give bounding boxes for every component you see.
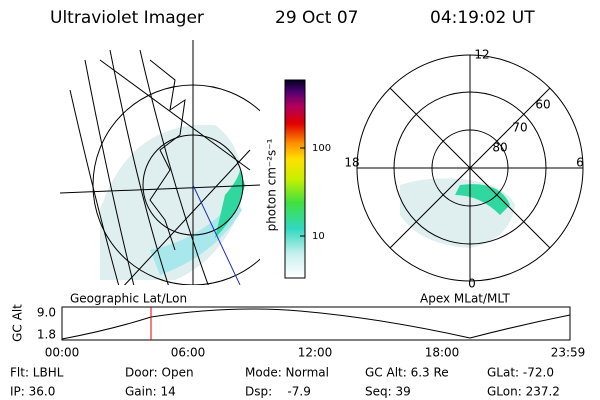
y-tick-label: 9.0 bbox=[37, 306, 56, 320]
altitude-frame bbox=[61, 306, 571, 341]
aurora-image bbox=[400, 178, 515, 248]
mlat-label: 70 bbox=[512, 121, 527, 135]
geographic-map bbox=[60, 40, 260, 285]
noon-line bbox=[192, 184, 241, 285]
colorbar-tick-label: 10 bbox=[312, 231, 325, 242]
colorbar-label: photon cm⁻²s⁻¹ bbox=[265, 138, 279, 231]
grid-line bbox=[60, 40, 260, 285]
instrument: Ultraviolet Imager bbox=[50, 8, 204, 28]
x-tick-label: 18:00 bbox=[425, 346, 460, 360]
x-tick-label: 23:59 bbox=[551, 346, 586, 360]
mlat-label: 60 bbox=[535, 98, 550, 112]
status-field: GLat: -72.0 bbox=[487, 366, 554, 380]
colorbar bbox=[284, 79, 306, 279]
x-tick-label: 00:00 bbox=[45, 346, 80, 360]
time: 04:19:02 UT bbox=[430, 8, 535, 28]
colorbar-tick-label: 100 bbox=[312, 143, 331, 154]
status-field: Seq: 39 bbox=[365, 385, 411, 399]
status-field: GC Alt: 6.3 Re bbox=[365, 366, 449, 380]
map-label: Geographic Lat/Lon bbox=[70, 292, 187, 306]
altitude-label: GC Alt bbox=[11, 304, 25, 342]
date: 29 Oct 07 bbox=[275, 8, 358, 28]
x-tick-label: 12:00 bbox=[298, 346, 333, 360]
status-field: Gain: 14 bbox=[125, 385, 176, 399]
mlt-label: 12 bbox=[474, 48, 489, 62]
altitude-curve bbox=[61, 308, 571, 340]
status-field: GLon: 237.2 bbox=[487, 385, 560, 399]
mlat-label: 80 bbox=[492, 141, 507, 155]
grid-line bbox=[357, 55, 583, 281]
status-field: IP: 36.0 bbox=[10, 385, 55, 399]
status-field: Mode: Normal bbox=[245, 366, 329, 380]
aurora-image bbox=[150, 200, 242, 275]
polar-map bbox=[356, 54, 584, 282]
y-tick-label: 1.8 bbox=[37, 328, 56, 342]
aurora-oval bbox=[455, 184, 510, 215]
mlt-label: 18 bbox=[344, 156, 359, 170]
coastline bbox=[149, 59, 186, 251]
status-field: Door: Open bbox=[125, 366, 194, 380]
status-field: Dsp: -7.9 bbox=[245, 385, 311, 399]
mlt-label: 6 bbox=[576, 156, 584, 170]
mlt-label: 0 bbox=[468, 277, 476, 291]
aurora-oval bbox=[215, 170, 245, 238]
map-label: Apex MLat/MLT bbox=[420, 292, 510, 306]
status-field: Flt: LBHL bbox=[10, 366, 64, 380]
x-tick-label: 06:00 bbox=[171, 346, 206, 360]
